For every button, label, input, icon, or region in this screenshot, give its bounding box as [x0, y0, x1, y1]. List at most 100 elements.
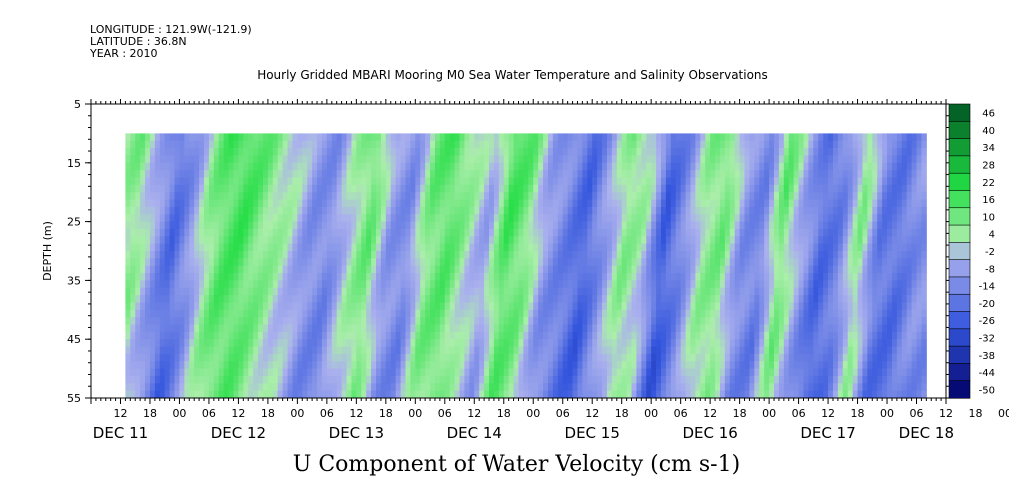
heatmap-cell — [169, 155, 176, 164]
heatmap-cell — [680, 251, 687, 259]
heatmap-cell — [680, 192, 687, 201]
heatmap-cell — [223, 133, 230, 142]
heatmap-cell — [390, 221, 397, 230]
heatmap-cell — [626, 346, 633, 355]
heatmap-cell — [439, 251, 446, 259]
heatmap-cell — [493, 324, 500, 333]
heatmap-cell — [621, 295, 628, 303]
heatmap-cell — [498, 361, 505, 370]
heatmap-cell — [690, 184, 696, 193]
heatmap-cell — [361, 236, 367, 245]
heatmap-cell — [710, 309, 716, 318]
heatmap-cell — [631, 162, 637, 171]
heatmap-cell — [233, 192, 239, 201]
heatmap-cell — [705, 383, 711, 392]
heatmap-cell — [312, 273, 318, 281]
heatmap-cell — [754, 162, 760, 171]
heatmap-cell — [130, 251, 136, 259]
heatmap-cell — [503, 214, 510, 223]
heatmap-cell — [469, 383, 475, 392]
heatmap-cell — [194, 353, 200, 362]
heatmap-cell — [184, 199, 190, 208]
heatmap-cell — [351, 309, 357, 318]
heatmap-cell — [641, 280, 647, 289]
heatmap-cell — [715, 339, 721, 348]
heatmap-cell — [582, 258, 588, 267]
heatmap-cell — [793, 177, 800, 186]
heatmap-cell — [543, 309, 549, 318]
heatmap-cell — [282, 324, 289, 333]
heatmap-cell — [351, 148, 357, 156]
heatmap-cell — [184, 361, 190, 370]
heatmap-cell — [223, 206, 230, 215]
heatmap-cell — [277, 162, 284, 171]
heatmap-cell — [552, 273, 559, 281]
heatmap-cell — [179, 251, 185, 259]
heatmap-cell — [174, 192, 180, 201]
heatmap-cell — [395, 177, 402, 186]
heatmap-cell — [248, 346, 254, 355]
heatmap-cell — [729, 368, 736, 377]
heatmap-cell — [331, 214, 338, 223]
heatmap-cell — [223, 353, 230, 362]
heatmap-cell — [675, 170, 682, 178]
heatmap-cell — [557, 236, 564, 245]
heatmap-cell — [405, 390, 411, 398]
heatmap-cell — [562, 346, 569, 355]
heatmap-cell — [597, 140, 603, 149]
heatmap-cell — [793, 148, 800, 156]
heatmap-cell — [140, 170, 146, 178]
heatmap-cell — [145, 192, 151, 201]
heatmap-cell — [336, 265, 343, 274]
heatmap-cell — [208, 155, 215, 164]
heatmap-cell — [715, 214, 721, 223]
heatmap-cell — [562, 236, 569, 245]
heatmap-cell — [179, 265, 185, 274]
heatmap-cell — [228, 361, 234, 370]
heatmap-cell — [149, 177, 156, 186]
heatmap-cell — [469, 361, 475, 370]
heatmap-cell — [464, 317, 470, 325]
heatmap-cell — [272, 170, 279, 178]
heatmap-cell — [567, 339, 574, 348]
heatmap-cell — [788, 199, 795, 208]
heatmap-cell — [528, 155, 534, 164]
heatmap-cell — [675, 206, 682, 215]
heatmap-cell — [508, 368, 515, 377]
heatmap-cell — [395, 214, 402, 223]
heatmap-cell — [434, 148, 441, 156]
heatmap-cell — [469, 236, 475, 245]
heatmap-cell — [769, 309, 775, 318]
heatmap-cell — [503, 206, 510, 215]
heatmap-cell — [395, 243, 402, 252]
heatmap-cell — [454, 309, 461, 318]
heatmap-cell — [587, 236, 593, 245]
heatmap-cell — [484, 265, 490, 274]
heatmap-cell — [508, 199, 515, 208]
heatmap-cell — [705, 192, 711, 201]
heatmap-cell — [577, 287, 583, 296]
heatmap-cell — [636, 206, 642, 215]
heatmap-cell — [562, 390, 569, 398]
heatmap-cell — [194, 199, 200, 208]
heatmap-cell — [376, 339, 382, 348]
heatmap-cell — [400, 287, 406, 296]
heatmap-cell — [543, 265, 549, 274]
heatmap-cell — [774, 192, 780, 201]
heatmap-cell — [621, 140, 628, 149]
heatmap-cell — [764, 184, 770, 193]
heatmap-cell — [729, 148, 736, 156]
heatmap-cell — [798, 383, 804, 392]
heatmap-cell — [346, 206, 352, 215]
heatmap-cell — [665, 331, 672, 340]
heatmap-cell — [223, 265, 230, 274]
heatmap-cell — [749, 346, 755, 355]
heatmap-cell — [302, 353, 308, 362]
heatmap-cell — [543, 236, 549, 245]
heatmap-cell — [459, 170, 465, 178]
heatmap-cell — [710, 236, 716, 245]
heatmap-cell — [724, 162, 731, 171]
heatmap-cell — [783, 133, 790, 142]
heatmap-cell — [489, 273, 495, 281]
heatmap-cell — [631, 287, 637, 296]
